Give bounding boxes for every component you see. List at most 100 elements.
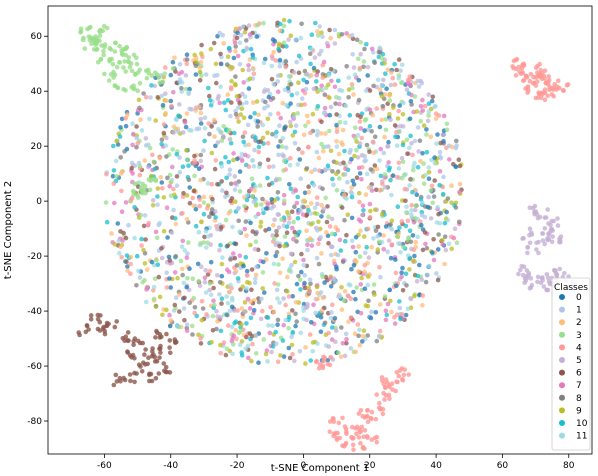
scatter-point-class-5	[404, 87, 410, 92]
scatter-point-class-5	[523, 278, 529, 284]
scatter-point-class-5	[163, 91, 168, 96]
scatter-point-class-0	[349, 156, 354, 162]
scatter-point-class-9	[368, 208, 373, 214]
scatter-point-class-0	[229, 304, 235, 310]
scatter-point-class-1	[379, 83, 385, 88]
scatter-point-class-3	[101, 52, 106, 58]
scatter-point-class-2	[352, 331, 358, 337]
scatter-point-class-7	[314, 72, 320, 78]
scatter-point-class-7	[358, 126, 364, 131]
scatter-point-class-11	[371, 236, 376, 241]
scatter-point-class-11	[163, 143, 169, 148]
scatter-point-class-3	[253, 239, 259, 244]
scatter-point-class-8	[304, 166, 310, 171]
scatter-point-class-4	[331, 431, 337, 436]
scatter-point-class-10	[378, 173, 384, 179]
scatter-point-class-4	[317, 168, 322, 173]
scatter-point-class-0	[183, 124, 189, 130]
scatter-point-class-5	[534, 247, 539, 252]
scatter-point-class-7	[278, 115, 284, 121]
scatter-point-class-5	[291, 70, 297, 75]
scatter-point-class-10	[383, 71, 388, 76]
scatter-point-class-0	[426, 176, 432, 181]
scatter-point-class-10	[253, 135, 258, 140]
scatter-point-class-4	[350, 442, 356, 448]
scatter-point-class-7	[211, 298, 216, 304]
scatter-point-class-6	[344, 340, 349, 346]
scatter-point-class-7	[344, 31, 349, 36]
scatter-point-class-8	[141, 91, 146, 96]
scatter-point-class-4	[386, 392, 392, 398]
scatter-point-class-5	[540, 231, 545, 236]
scatter-point-class-2	[370, 112, 376, 118]
scatter-point-class-3	[250, 194, 255, 199]
scatter-point-class-9	[361, 234, 367, 239]
scatter-point-class-5	[351, 65, 357, 70]
scatter-point-class-11	[266, 323, 271, 328]
scatter-point-class-6	[167, 338, 173, 343]
scatter-point-class-8	[374, 338, 380, 344]
legend-marker	[559, 294, 565, 300]
scatter-point-class-10	[219, 296, 225, 302]
scatter-point-class-8	[198, 152, 204, 158]
scatter-point-class-5	[271, 204, 277, 209]
scatter-point-class-3	[152, 276, 158, 282]
scatter-point-class-9	[389, 218, 395, 224]
scatter-point-class-0	[213, 143, 218, 149]
scatter-point-class-3	[249, 176, 255, 182]
scatter-point-class-5	[533, 209, 539, 214]
scatter-point-class-11	[375, 77, 381, 82]
scatter-point-class-9	[254, 99, 260, 104]
scatter-point-class-7	[237, 253, 243, 258]
scatter-point-class-6	[141, 223, 147, 229]
scatter-point-class-0	[159, 180, 165, 185]
scatter-point-class-6	[296, 70, 302, 76]
scatter-point-class-4	[340, 415, 345, 421]
scatter-point-class-2	[381, 233, 386, 238]
scatter-point-class-8	[225, 312, 230, 318]
scatter-point-class-0	[414, 192, 420, 197]
scatter-point-class-3	[162, 71, 168, 76]
scatter-point-class-11	[295, 162, 301, 167]
scatter-point-class-1	[244, 47, 249, 52]
scatter-point-class-1	[292, 140, 298, 146]
scatter-point-class-11	[396, 166, 402, 171]
scatter-point-class-3	[362, 118, 368, 123]
scatter-point-class-6	[134, 124, 139, 129]
scatter-point-class-11	[434, 141, 439, 146]
scatter-point-class-8	[372, 60, 378, 65]
scatter-point-class-0	[325, 233, 331, 238]
scatter-point-class-11	[182, 248, 187, 253]
scatter-point-class-1	[142, 213, 148, 218]
scatter-point-class-10	[315, 104, 321, 109]
scatter-point-class-7	[217, 100, 222, 106]
scatter-point-class-0	[168, 285, 173, 290]
scatter-point-class-1	[397, 305, 403, 311]
scatter-point-class-7	[423, 241, 428, 247]
scatter-point-class-4	[129, 195, 135, 201]
scatter-point-class-4	[123, 115, 128, 121]
scatter-point-class-11	[230, 224, 235, 230]
scatter-point-class-3	[126, 55, 132, 60]
scatter-point-class-9	[197, 69, 203, 75]
scatter-point-class-5	[383, 184, 388, 190]
scatter-point-class-1	[177, 79, 183, 85]
scatter-point-class-9	[387, 111, 392, 117]
scatter-point-class-3	[86, 34, 92, 39]
scatter-point-class-2	[198, 60, 204, 65]
scatter-point-class-2	[163, 110, 168, 116]
scatter-point-class-6	[403, 198, 408, 204]
scatter-point-class-3	[238, 328, 244, 334]
scatter-point-class-8	[293, 311, 298, 317]
scatter-point-class-11	[253, 184, 258, 189]
scatter-point-class-7	[367, 107, 373, 113]
scatter-point-class-3	[394, 233, 400, 239]
scatter-point-class-5	[286, 37, 291, 42]
scatter-point-class-8	[366, 298, 371, 304]
scatter-point-class-1	[398, 68, 403, 73]
legend-marker	[559, 382, 565, 389]
scatter-point-class-2	[198, 178, 203, 183]
scatter-point-class-8	[346, 95, 351, 100]
scatter-point-class-8	[362, 46, 367, 52]
